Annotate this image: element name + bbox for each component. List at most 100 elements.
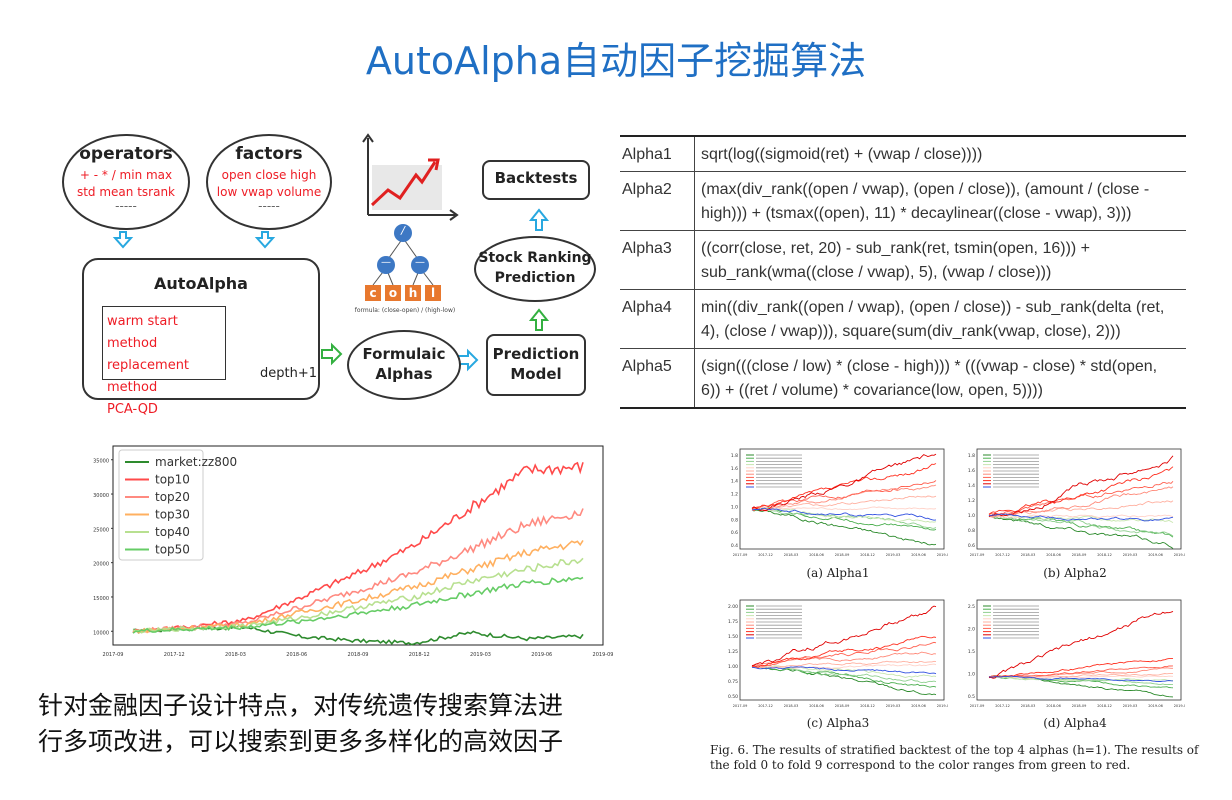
x-tick-label: 2017-12 [758,704,773,708]
x-tick-label: 2018-12 [1097,553,1112,557]
y-tick-label: 35000 [93,459,109,465]
x-tick-label: 2018-12 [860,704,875,708]
x-tick-label: 2018-06 [1046,704,1061,708]
up-arrow-icon [528,308,550,331]
x-tick-label: 2019-09 [593,652,613,658]
fold-series-line [751,635,937,668]
alpha-name: Alpha5 [620,348,695,409]
alpha2-backtest-chart: 1.8 1.6 1.4 1.2 1.0 0.8 0.6 2017-09 2017-12 2018-… [968,448,1185,557]
alpha-name: Alpha1 [620,135,695,172]
up-arrow-icon [528,208,550,231]
x-tick-label: 2018-03 [1021,553,1036,557]
fold-series-line [751,509,937,546]
x-tick-label: 2018-09 [835,553,850,557]
formulaic-label: Formulaic [362,345,446,363]
y-tick-label: 0.6 [731,530,738,536]
table-row: Alpha1 sqrt(log((sigmoid(ret) + (vwap / … [620,135,1186,172]
operators-title: operators [79,144,173,164]
y-tick-label: 1.2 [731,492,738,498]
prediction-model-node: Prediction Model [486,334,586,396]
factors-dots: ----- [258,199,280,213]
alpha-formula: ((corr(close, ret, 20) - sub_rank(ret, t… [694,230,1186,290]
x-tick-label: 2017-09 [733,704,748,708]
x-tick-label: 2018-03 [225,652,246,658]
y-tick-label: 30000 [93,493,109,499]
subfigure-caption: (c) Alpha3 [806,716,870,730]
x-tick-label: 2019-03 [1123,553,1138,557]
x-tick-label: 2018-09 [1072,704,1087,708]
subfigure-caption: (b) Alpha2 [1043,566,1107,580]
right-arrow-icon [321,342,343,366]
alpha4-backtest-chart: 2.5 2.0 1.5 1.0 0.5 2017-09 2017-12 2018-03 2018… [968,599,1185,708]
backtests-node: Backtests [482,160,590,200]
operators-line: std mean tsrank [76,185,176,199]
tree-leaf-label: h [408,286,418,300]
fold-series-line [988,514,1174,549]
tree-leaf-label: l [430,286,436,300]
y-tick-label: 2.00 [728,604,738,610]
fold-series-line [751,651,937,667]
legend-label: market:zz800 [155,455,237,469]
operators-line: + - * / min max [79,168,173,182]
x-tick-label: 2018-03 [784,553,799,557]
y-tick-label: 0.5 [968,694,975,700]
down-arrow-icon [112,231,276,249]
factors-line: low vwap volume [216,185,322,199]
factors-node: factors open close high low vwap volume … [206,134,332,230]
y-tick-label: 1.8 [968,453,975,459]
alpha-formula-table: Alpha1 sqrt(log((sigmoid(ret) + (vwap / … [620,135,1186,409]
autoalpha-box: AutoAlpha warm start method replacement … [82,258,320,417]
backtest-line-chart: 10000 15000 20000 25000 30000 35000 2017-09 201… [93,445,613,658]
fold-series-line [988,665,1174,678]
tree-leaf-label: c [369,286,377,300]
fold-series-line [751,463,937,510]
x-tick-label: 2017-09 [970,553,985,557]
x-tick-label: 2017-12 [758,553,773,557]
y-tick-label: 1.0 [968,513,975,519]
y-tick-label: 1.6 [731,466,738,472]
y-tick-label: 10000 [93,630,109,636]
y-tick-label: 1.00 [728,664,738,670]
alpha-name: Alpha4 [620,289,695,349]
tree-node-label: — [381,257,391,268]
fold-series-line [988,480,1174,516]
x-tick-label: 2019-06 [911,704,926,708]
subfigure-caption: (d) Alpha4 [1043,716,1107,730]
y-tick-label: 1.4 [731,479,738,485]
factors-line: open close high [221,168,317,182]
x-tick-label: 2019-06 [531,652,552,658]
x-tick-label: 2019-09 [937,704,948,708]
description-line: 行多项改进，可以搜索到更多多样化的高效因子 [38,727,564,756]
y-tick-label: 2.0 [968,627,975,633]
y-tick-label: 1.75 [728,619,738,625]
y-tick-label: 0.50 [728,694,738,700]
fold-series-line [751,506,937,511]
fold-series-line [751,663,937,669]
x-tick-label: 2019-03 [886,553,901,557]
fold-series-line [988,676,1174,682]
y-tick-label: 1.25 [728,649,738,655]
legend-label: top50 [155,543,190,557]
x-tick-label: 2019-09 [937,553,948,557]
fold-series-line [988,515,1174,537]
tree-formula: formula: (close-open) / (high-low) [354,307,456,314]
fold-series-line [988,610,1174,679]
fold-series-line [751,484,937,512]
fold-series-line [988,486,1174,518]
y-tick-label: 1.2 [968,498,975,504]
x-tick-label: 2018-03 [1021,704,1036,708]
fold-series-line [988,513,1174,523]
x-tick-label: 2018-06 [286,652,307,658]
operators-dots: ----- [115,199,137,213]
x-tick-label: 2019-09 [1174,704,1185,708]
fold-series-line [751,480,937,512]
y-tick-label: 1.8 [731,453,738,459]
y-tick-label: 1.4 [968,483,975,489]
y-tick-label: 2.5 [968,604,975,610]
y-tick-label: 0.75 [728,679,738,685]
y-tick-label: 0.8 [968,528,975,534]
table-row: Alpha3 ((corr(close, ret, 20) - sub_rank… [620,230,1186,290]
description-text: 针对金融因子设计特点，对传统遗传搜索算法进 行多项改进，可以搜索到更多多样化的高… [38,688,718,760]
fold-series-line [988,466,1174,515]
formulaic-alphas-node: Formulaic Alphas [347,330,461,400]
